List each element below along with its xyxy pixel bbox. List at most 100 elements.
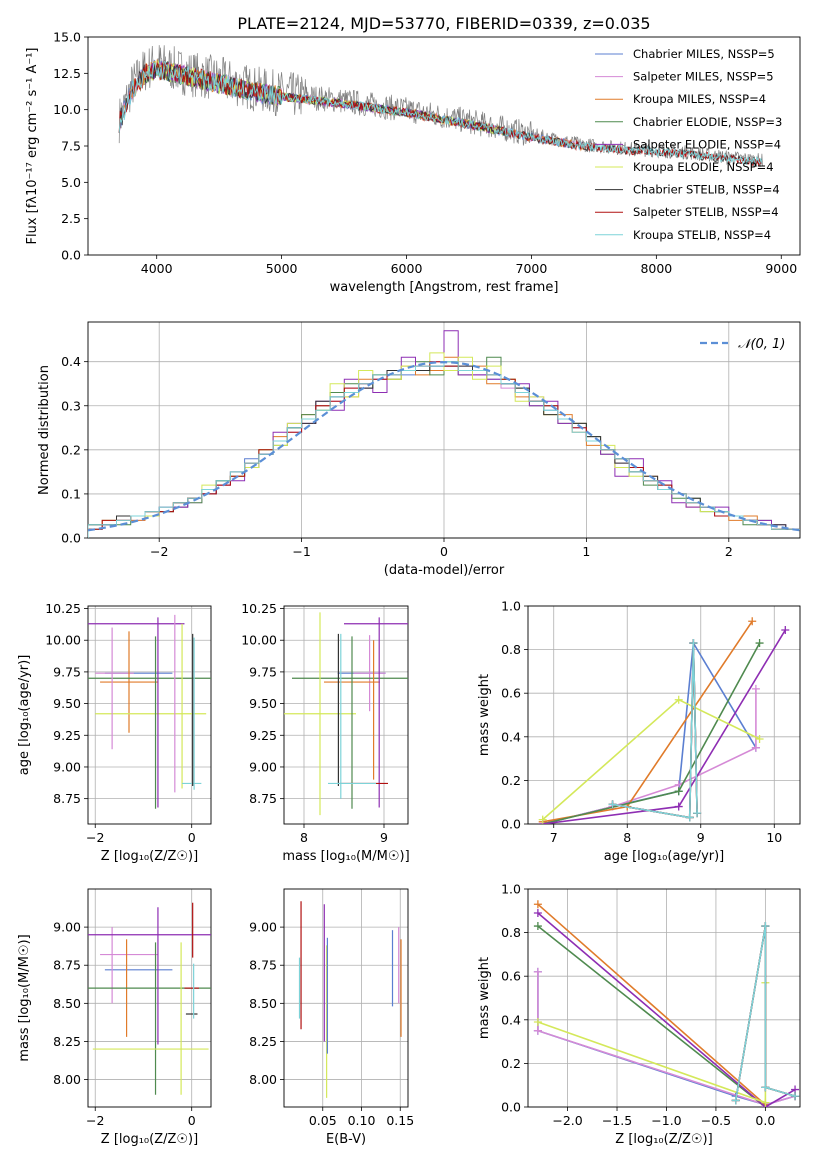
- weight-marker-kroupa-elodie-nssp-4: [538, 815, 547, 824]
- legend-entry-chabrier-elodie-nssp-3: Chabrier ELODIE, NSSP=3: [633, 115, 782, 129]
- age-vs-Z-panel: −2 0 8.75 9.00 9.25 9.50 9.75 10.00 10.25 Z [log₁…: [17, 601, 212, 864]
- x-tick-label: 5000: [266, 261, 298, 276]
- weight-vs-Z-panel: −2.0 −1.5 −1.0 −0.5 0.0 0.0 0.2 0.4 0.6 0.8 1.0 Z […: [477, 882, 801, 1147]
- y-tick-label: 8.25: [249, 1034, 277, 1049]
- y-tick-label: 9.25: [53, 728, 81, 743]
- x-tick-label: 0: [188, 1113, 196, 1128]
- legend-entry-salpeter-stelib-nssp-4: Salpeter STELIB, NSSP=4: [633, 205, 779, 219]
- x-tick-label: −0.5: [701, 1113, 731, 1128]
- y-tick-label: 1.0: [501, 599, 521, 614]
- y-tick-label: 8.50: [249, 996, 277, 1011]
- x-tick-label: 8000: [640, 261, 672, 276]
- y-tick-label: 9.00: [53, 759, 81, 774]
- y-tick-label: 10.00: [241, 633, 277, 648]
- weight-line-kroupa-stelib-nssp-4: [734, 925, 796, 1101]
- y-axis-label: Normed distribution: [37, 365, 52, 495]
- y-axis-label: mass [log₁₀(M/M☉)]: [17, 934, 32, 1061]
- y-tick-label: 5.0: [61, 175, 81, 190]
- y-tick-label: 0.2: [501, 773, 521, 788]
- y-tick-label: 0.2: [61, 442, 81, 457]
- y-axis-label: Flux [fλ10⁻¹⁷ erg cm⁻² s⁻¹ A⁻¹]: [25, 48, 40, 245]
- weight-vs-age-panel: 7 8 9 10 0.0 0.2 0.4 0.6 0.8 1.0 age [log₁₀(age/yr…: [477, 599, 801, 864]
- weight-marker-salpeter-elodie-nssp-4: [533, 908, 542, 917]
- weight-marker-kroupa-elodie-nssp-4: [533, 1017, 542, 1026]
- age-vs-mass-panel: 8 9 8.75 9.00 9.25 9.50 9.75 10.00 10.25 mass [lo…: [241, 601, 409, 864]
- axes-frame: [527, 888, 801, 1108]
- x-axis-label: mass [log₁₀(M/M☉)]: [282, 849, 409, 864]
- age-vs-mass-plot: [284, 612, 408, 816]
- mass-vs-Z-plot: [88, 902, 211, 1095]
- weight-marker-kroupa-stelib-nssp-4: [693, 809, 702, 818]
- x-tick-label: 9: [697, 830, 705, 845]
- weight-line-kroupa-stelib-nssp-4: [612, 643, 698, 819]
- normal-curve: [88, 360, 800, 532]
- weight-vs-age-plot: [538, 617, 790, 824]
- weight-marker-kroupa-stelib-nssp-4: [608, 800, 617, 809]
- y-axis-label: age [log₁₀(age/yr)]: [17, 655, 32, 776]
- axes-frame: [527, 605, 801, 825]
- x-tick-label: 8: [623, 830, 631, 845]
- y-tick-label: 9.25: [249, 728, 277, 743]
- weight-marker-kroupa-stelib-nssp-4: [791, 1092, 800, 1101]
- x-tick-label: −1: [292, 544, 310, 559]
- weight-marker-kroupa-stelib-nssp-4: [761, 1083, 770, 1092]
- axes-frame: [283, 888, 409, 1108]
- y-tick-label: 8.75: [249, 791, 277, 806]
- axes-frame: [87, 36, 801, 256]
- y-tick-label: 10.0: [53, 102, 81, 117]
- y-tick-label: 8.00: [249, 1072, 277, 1087]
- residuals-panel: −2 −1 0 1 2 0.0 0.1 0.2 0.3 0.4 (data-model)/error…: [37, 321, 801, 578]
- y-tick-label: 0.0: [61, 248, 81, 263]
- y-tick-label: 8.00: [53, 1072, 81, 1087]
- weight-marker-kroupa-miles-nssp-4: [748, 617, 757, 626]
- y-tick-label: 0.8: [501, 925, 521, 940]
- y-tick-label: 0.8: [501, 642, 521, 657]
- figure-title: PLATE=2124, MJD=53770, FIBERID=0339, z=0…: [237, 14, 650, 33]
- legend-entry-chabrier-miles-nssp-5: Chabrier MILES, NSSP=5: [633, 47, 775, 61]
- x-axis-label: Z [log₁₀(Z/Z☉)]: [101, 849, 198, 864]
- y-tick-label: 8.75: [53, 958, 81, 973]
- weight-line-salpeter-miles-nssp-5: [537, 971, 796, 1106]
- model-spectrum-kroupa-stelib-nssp-4: [118, 60, 763, 167]
- x-tick-label: 1: [582, 544, 590, 559]
- y-tick-label: 9.50: [249, 696, 277, 711]
- axes-frame: [87, 888, 212, 1108]
- y-tick-label: 10.25: [45, 601, 81, 616]
- legend-entry-kroupa-stelib-nssp-4: Kroupa STELIB, NSSP=4: [633, 228, 771, 242]
- y-axis-label: mass weight: [477, 674, 492, 756]
- age-vs-Z-plot: [88, 614, 211, 809]
- axes-frame: [283, 605, 409, 825]
- weight-marker-salpeter-miles-nssp-5: [533, 1026, 542, 1035]
- y-tick-label: 0.4: [501, 1012, 521, 1027]
- y-tick-label: 8.75: [249, 958, 277, 973]
- y-tick-label: 7.5: [61, 139, 81, 154]
- weight-marker-kroupa-elodie-nssp-4: [755, 734, 764, 743]
- x-axis-label: age [log₁₀(age/yr)]: [604, 849, 725, 864]
- x-axis-label: Z [log₁₀(Z/Z☉)]: [101, 1132, 198, 1147]
- weight-marker-salpeter-miles-nssp-5: [533, 967, 542, 976]
- y-tick-label: 12.5: [53, 66, 81, 81]
- x-tick-label: 9: [380, 830, 388, 845]
- y-tick-label: 0.3: [61, 398, 81, 413]
- y-axis-label: mass weight: [477, 957, 492, 1039]
- y-tick-label: 0.6: [501, 686, 521, 701]
- weight-line-chabrier-miles-nssp-5: [542, 640, 757, 824]
- x-tick-label: 0: [440, 544, 448, 559]
- x-tick-label: −2: [86, 1113, 104, 1128]
- legend-entry-salpeter-elodie-nssp-4: Salpeter ELODIE, NSSP=4: [633, 137, 781, 151]
- x-tick-label: 7: [550, 830, 558, 845]
- panels: 4000 5000 6000 7000 8000 90000.02.55.07.510.0…: [17, 30, 801, 1147]
- y-tick-label: 2.5: [61, 211, 81, 226]
- mass-vs-ebv-panel: 0.05 0.10 0.15 8.00 8.25 8.50 8.75 9.00 E(B-V): [249, 888, 414, 1147]
- x-axis-label: wavelength [Angstrom, rest frame]: [330, 280, 559, 295]
- y-tick-label: 0.2: [501, 1056, 521, 1071]
- axes-frame: [87, 605, 212, 825]
- x-tick-label: 0.10: [348, 1113, 376, 1128]
- x-axis-label: E(B-V): [326, 1132, 366, 1147]
- mass-vs-Z-panel: −2 0 8.00 8.25 8.50 8.75 9.00 Z [log₁₀(Z/Z☉)] ma…: [17, 888, 212, 1147]
- y-tick-label: 0.4: [501, 729, 521, 744]
- legend-entry-kroupa-miles-nssp-4: Kroupa MILES, NSSP=4: [633, 92, 766, 106]
- weight-marker-salpeter-miles-nssp-5: [751, 743, 760, 752]
- axes-frame: [87, 321, 801, 539]
